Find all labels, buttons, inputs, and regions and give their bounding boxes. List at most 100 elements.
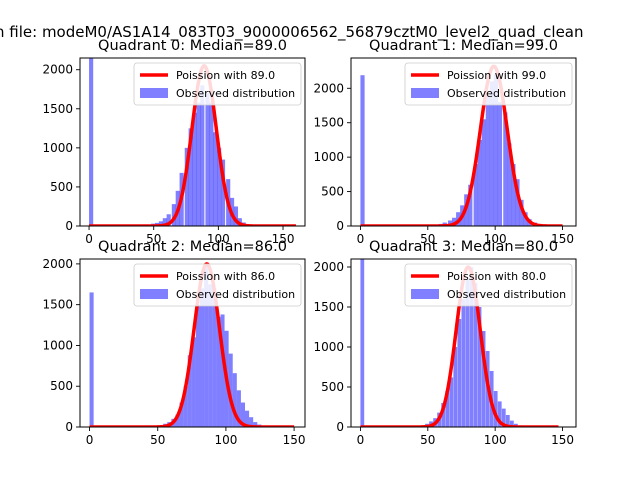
histogram-bar [228, 353, 233, 427]
histogram-bar [213, 132, 218, 226]
histogram-bar [505, 415, 510, 427]
histogram-bar [216, 316, 221, 427]
histogram-bar [253, 422, 258, 427]
y-tick-label: 1000 [313, 340, 344, 354]
histogram-bar [183, 386, 188, 427]
histogram-bar [497, 401, 502, 427]
legend-observed-label: Observed distribution [447, 87, 566, 100]
histogram-bar [489, 81, 494, 226]
x-tick-label: 50 [420, 433, 435, 447]
y-tick-label: 2000 [42, 257, 73, 271]
x-tick-label: 100 [484, 433, 507, 447]
y-tick-label: 1500 [313, 300, 344, 314]
y-tick-label: 1000 [313, 150, 344, 164]
histogram-bar [445, 391, 450, 427]
histogram-bar [481, 119, 486, 226]
y-tick-label: 0 [65, 420, 73, 434]
x-tick-label: 150 [272, 232, 295, 246]
x-tick-label: 100 [214, 433, 237, 447]
subplot-title: Quadrant 0: Median=89.0 [98, 38, 287, 54]
axes-frame [79, 57, 306, 227]
legend-poisson-label: Poission with 80.0 [447, 270, 546, 283]
histogram-bar [204, 263, 209, 427]
histogram-bar [485, 95, 490, 226]
legend-box [133, 263, 302, 307]
y-tick-label: 1000 [42, 338, 73, 352]
y-tick-label: 1500 [42, 298, 73, 312]
histogram-bar [465, 279, 470, 427]
histogram-bar [192, 112, 197, 226]
y-tick-label: 1000 [42, 141, 73, 155]
legend-observed-label: Observed distribution [176, 288, 295, 301]
x-tick-label: 0 [86, 433, 94, 447]
histogram-bar [158, 221, 164, 226]
y-tick-label: 1500 [42, 102, 73, 116]
legend-poisson-label: Poission with 99.0 [447, 69, 546, 82]
histogram-bar [511, 164, 516, 226]
histogram-bar [236, 390, 241, 427]
histogram-bar [166, 214, 171, 226]
legend-box [133, 62, 302, 106]
legend-observed-swatch [140, 289, 168, 299]
histogram-bar [240, 402, 245, 427]
histogram-bar [245, 410, 250, 427]
histogram-bar [209, 102, 214, 226]
histogram-bar [232, 373, 237, 427]
histogram-bar [477, 139, 482, 226]
histogram-bar [208, 284, 213, 427]
poisson-curve [359, 64, 564, 226]
histogram-bar [457, 319, 462, 427]
legend-observed-swatch [411, 88, 439, 98]
histogram-bar [200, 288, 205, 427]
subplot-title: Quadrant 2: Median=86.0 [98, 239, 287, 255]
histogram-bar [191, 337, 196, 427]
histogram-bar [461, 299, 466, 427]
histogram-bar [171, 204, 176, 226]
histogram-bar [497, 102, 503, 226]
histogram-bar [360, 75, 365, 226]
histogram-bar [452, 217, 457, 226]
histogram-bar [469, 267, 474, 427]
histogram-bar [501, 408, 506, 427]
histogram-bar [473, 283, 478, 427]
y-tick-label: 2000 [42, 63, 73, 77]
poisson-curve [87, 64, 298, 226]
histogram-bar [360, 259, 365, 427]
x-tick-label: 50 [146, 232, 161, 246]
histogram-bar [515, 179, 520, 226]
histogram-bar [162, 218, 167, 226]
y-tick-label: 0 [336, 420, 344, 434]
x-tick-label: 150 [551, 433, 574, 447]
histogram-bar [468, 184, 473, 226]
histogram-bar [89, 58, 94, 226]
subplot-title: Quadrant 3: Median=80.0 [369, 239, 558, 255]
histogram-bar [448, 220, 453, 226]
histogram-bar [519, 199, 524, 226]
histogram-bar [184, 147, 189, 226]
figure-suptitle: n file: modeM0/AS1A14_083T03_9000006562_… [0, 23, 584, 42]
subplot-title: Quadrant 1: Median=99.0 [369, 38, 558, 54]
histogram-bar [503, 112, 508, 226]
legend-poisson-label: Poission with 86.0 [176, 270, 275, 283]
y-tick-label: 0 [65, 219, 73, 233]
histogram-bar [473, 164, 478, 226]
x-tick-label: 50 [420, 232, 435, 246]
legend-box [404, 62, 573, 106]
histogram-bar [220, 314, 225, 427]
legend-box [404, 263, 573, 307]
legend-observed-swatch [411, 289, 439, 299]
histogram-bar [212, 288, 217, 427]
y-tick-label: 500 [50, 180, 73, 194]
histogram-bar [441, 403, 446, 427]
x-tick-label: 0 [357, 433, 365, 447]
histogram-bar [179, 402, 184, 427]
x-tick-label: 0 [85, 232, 93, 246]
y-tick-label: 1500 [313, 116, 344, 130]
histogram-bar [188, 128, 193, 226]
histogram-bar [507, 143, 512, 226]
x-tick-label: 100 [207, 232, 230, 246]
axes-frame [79, 258, 306, 428]
